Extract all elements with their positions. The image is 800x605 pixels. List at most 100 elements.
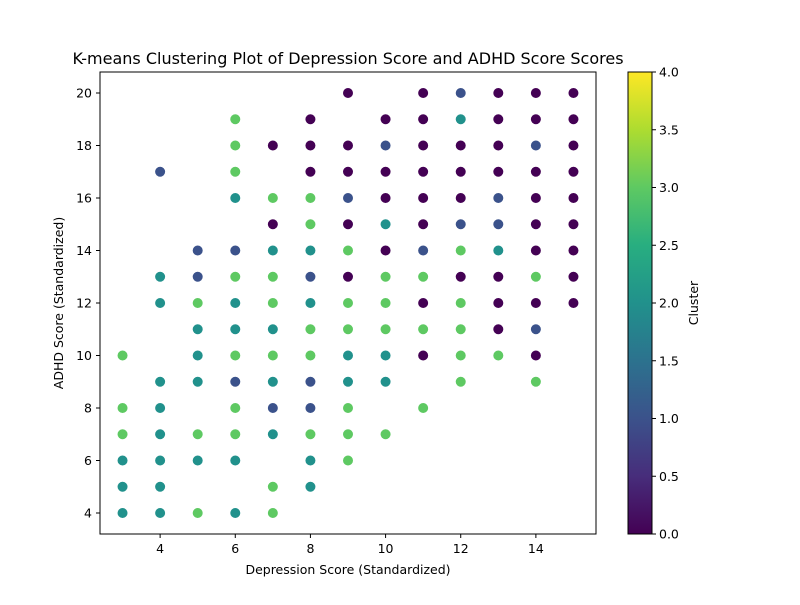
data-point: [455, 140, 466, 151]
data-point: [230, 166, 241, 177]
data-point: [418, 245, 429, 256]
data-point: [343, 455, 353, 466]
data-point: [568, 166, 579, 177]
data-point: [455, 219, 466, 230]
data-point: [230, 245, 241, 256]
data-point: [305, 376, 316, 387]
data-point: [455, 324, 466, 335]
data-point: [305, 271, 316, 282]
data-point: [305, 166, 316, 177]
data-point: [305, 245, 316, 256]
data-point: [230, 193, 241, 203]
data-point: [267, 376, 278, 387]
data-point: [305, 403, 316, 413]
data-point: [230, 114, 241, 125]
data-point: [493, 88, 504, 98]
data-point: [192, 271, 203, 282]
data-point: [192, 350, 203, 361]
data-point: [117, 350, 128, 361]
data-point: [230, 298, 241, 308]
data-point: [493, 271, 504, 282]
data-point: [530, 140, 541, 151]
data-point: [530, 376, 541, 387]
data-point: [568, 140, 579, 151]
x-tick-label: 10: [378, 541, 394, 556]
data-point: [155, 429, 166, 440]
data-point: [530, 324, 541, 335]
data-point: [418, 114, 429, 125]
data-point: [117, 429, 128, 440]
data-point: [380, 245, 391, 256]
data-point: [230, 429, 241, 440]
data-point: [267, 245, 278, 256]
data-point: [155, 376, 166, 387]
data-point: [380, 140, 391, 151]
data-point: [343, 298, 353, 308]
colorbar-tick-label: 3.5: [659, 122, 679, 137]
data-point: [192, 455, 203, 466]
data-point: [530, 166, 541, 177]
data-point: [305, 219, 316, 230]
colorbar-tick-label: 0.0: [659, 527, 679, 542]
data-point: [267, 298, 278, 308]
data-point: [230, 508, 241, 518]
data-point: [117, 455, 128, 466]
data-point: [418, 324, 429, 335]
data-point: [343, 140, 353, 151]
data-point: [418, 166, 429, 177]
data-point: [267, 193, 278, 203]
data-point: [267, 429, 278, 440]
data-point: [267, 219, 278, 230]
data-point: [568, 271, 579, 282]
data-point: [568, 298, 579, 308]
data-point: [305, 140, 316, 151]
data-point: [455, 376, 466, 387]
data-point: [192, 376, 203, 387]
data-point: [418, 271, 429, 282]
data-point: [418, 350, 429, 361]
data-point: [418, 88, 429, 98]
y-tick-label: 18: [76, 138, 92, 153]
data-point: [155, 271, 166, 282]
data-point: [418, 403, 429, 413]
data-point: [455, 298, 466, 308]
data-point: [305, 481, 316, 492]
colorbar-tick-label: 2.5: [659, 238, 679, 253]
data-point: [418, 298, 429, 308]
data-point: [230, 140, 241, 151]
data-point: [493, 166, 504, 177]
data-point: [305, 114, 316, 125]
colorbar: [627, 71, 653, 535]
data-point: [192, 324, 203, 335]
data-point: [267, 324, 278, 335]
data-point: [305, 429, 316, 440]
data-point: [343, 166, 353, 177]
x-tick-label: 14: [528, 541, 544, 556]
data-point: [530, 193, 541, 203]
data-point: [305, 298, 316, 308]
data-point: [305, 324, 316, 335]
data-point: [380, 271, 391, 282]
x-axis-label: Depression Score (Standardized): [245, 562, 450, 577]
data-point: [380, 324, 391, 335]
data-point: [343, 350, 353, 361]
x-tick-label: 12: [453, 541, 469, 556]
y-tick-label: 4: [84, 506, 92, 521]
data-point: [155, 403, 166, 413]
data-point: [267, 350, 278, 361]
data-point: [455, 245, 466, 256]
x-tick-label: 4: [156, 541, 164, 556]
data-point: [267, 508, 278, 518]
data-point: [455, 193, 466, 203]
data-point: [530, 298, 541, 308]
data-point: [305, 350, 316, 361]
data-point: [155, 481, 166, 492]
x-axis-ticks: 4 6 8 10 12 14: [156, 534, 544, 556]
data-point: [192, 245, 203, 256]
data-point: [343, 193, 353, 203]
data-point: [380, 166, 391, 177]
colorbar-label: Cluster: [686, 280, 701, 325]
x-tick-label: 8: [306, 541, 314, 556]
